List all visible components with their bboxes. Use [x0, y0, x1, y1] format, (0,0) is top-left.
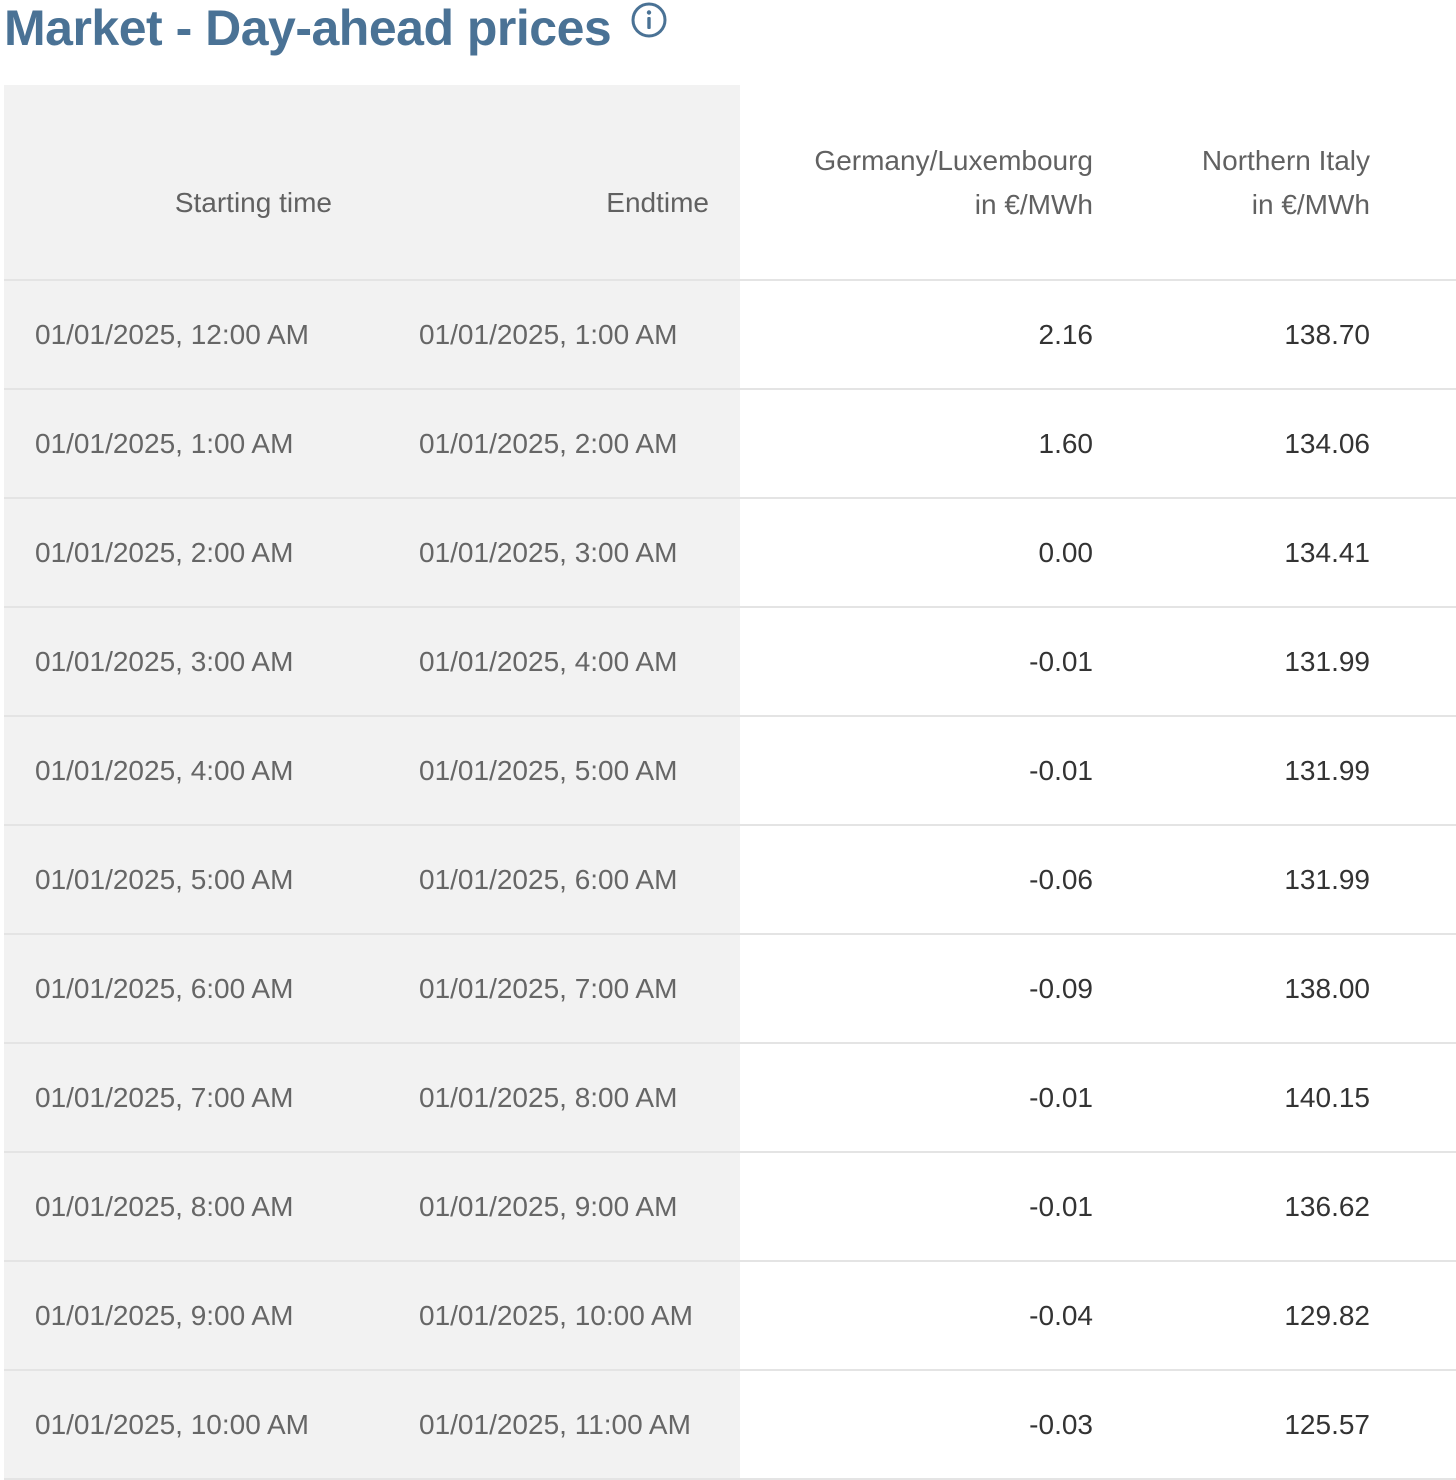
- table-row: 01/01/2025, 3:00 AM 01/01/2025, 4:00 AM …: [4, 607, 1456, 717]
- cell-germany-luxembourg-price: -0.06: [740, 825, 1093, 935]
- cell-northern-italy-price: 138.70: [1093, 280, 1370, 390]
- cell-endtime: 01/01/2025, 2:00 AM: [378, 389, 740, 499]
- cell-germany-luxembourg-price: -0.09: [740, 934, 1093, 1044]
- cell-endtime: 01/01/2025, 9:00 AM: [378, 1152, 740, 1262]
- cell-northern-italy-price: 131.99: [1093, 825, 1370, 935]
- cell-northern-italy-price: 134.41: [1093, 498, 1370, 608]
- cell-spacer: [1370, 716, 1456, 826]
- cell-spacer: [1370, 498, 1456, 608]
- table-row: 01/01/2025, 9:00 AM 01/01/2025, 10:00 AM…: [4, 1261, 1456, 1371]
- cell-germany-luxembourg-price: 0.00: [740, 498, 1093, 608]
- cell-starting-time: 01/01/2025, 12:00 AM: [4, 280, 378, 390]
- cell-northern-italy-price: 125.57: [1093, 1370, 1370, 1480]
- header-endtime-label: Endtime: [606, 187, 709, 218]
- cell-starting-time: 01/01/2025, 7:00 AM: [4, 1043, 378, 1153]
- table-row: 01/01/2025, 8:00 AM 01/01/2025, 9:00 AM …: [4, 1152, 1456, 1262]
- cell-northern-italy-price: 131.99: [1093, 607, 1370, 717]
- cell-germany-luxembourg-price: 1.60: [740, 389, 1093, 499]
- cell-germany-luxembourg-price: -0.01: [740, 1043, 1093, 1153]
- page-title: Market - Day-ahead prices: [4, 0, 612, 56]
- cell-endtime: 01/01/2025, 1:00 AM: [378, 280, 740, 390]
- cell-germany-luxembourg-price: 2.16: [740, 280, 1093, 390]
- header-germany-luxembourg[interactable]: Germany/Luxembourg in €/MWh: [740, 85, 1093, 281]
- header-de-lu-line1: Germany/Luxembourg: [814, 145, 1093, 176]
- cell-spacer: [1370, 1370, 1456, 1480]
- cell-starting-time: 01/01/2025, 6:00 AM: [4, 934, 378, 1044]
- header-starting-time-label: Starting time: [174, 187, 332, 218]
- cell-endtime: 01/01/2025, 8:00 AM: [378, 1043, 740, 1153]
- cell-spacer: [1370, 1261, 1456, 1371]
- cell-germany-luxembourg-price: -0.01: [740, 716, 1093, 826]
- cell-northern-italy-price: 131.99: [1093, 716, 1370, 826]
- cell-spacer: [1370, 607, 1456, 717]
- table-row: 01/01/2025, 2:00 AM 01/01/2025, 3:00 AM …: [4, 498, 1456, 608]
- header-it-north-line2: in €/MWh: [1251, 189, 1370, 220]
- cell-starting-time: 01/01/2025, 2:00 AM: [4, 498, 378, 608]
- cell-endtime: 01/01/2025, 10:00 AM: [378, 1261, 740, 1371]
- cell-northern-italy-price: 129.82: [1093, 1261, 1370, 1371]
- cell-spacer: [1370, 389, 1456, 499]
- table-row: 01/01/2025, 12:00 AM 01/01/2025, 1:00 AM…: [4, 280, 1456, 390]
- table-row: 01/01/2025, 7:00 AM 01/01/2025, 8:00 AM …: [4, 1043, 1456, 1153]
- cell-germany-luxembourg-price: -0.03: [740, 1370, 1093, 1480]
- info-circle-icon[interactable]: [631, 2, 667, 38]
- header-spacer: [1370, 85, 1456, 281]
- prices-table: Starting time Endtime Germany/Luxembourg…: [4, 85, 1456, 1480]
- header-endtime[interactable]: Endtime: [378, 85, 740, 281]
- cell-spacer: [1370, 825, 1456, 935]
- cell-northern-italy-price: 134.06: [1093, 389, 1370, 499]
- prices-table-container: Starting time Endtime Germany/Luxembourg…: [4, 85, 1456, 1480]
- cell-germany-luxembourg-price: -0.01: [740, 607, 1093, 717]
- header-de-lu-line2: in €/MWh: [974, 189, 1093, 220]
- cell-starting-time: 01/01/2025, 10:00 AM: [4, 1370, 378, 1480]
- cell-northern-italy-price: 136.62: [1093, 1152, 1370, 1262]
- table-row: 01/01/2025, 6:00 AM 01/01/2025, 7:00 AM …: [4, 934, 1456, 1044]
- cell-starting-time: 01/01/2025, 9:00 AM: [4, 1261, 378, 1371]
- cell-spacer: [1370, 1152, 1456, 1262]
- cell-germany-luxembourg-price: -0.01: [740, 1152, 1093, 1262]
- cell-starting-time: 01/01/2025, 1:00 AM: [4, 389, 378, 499]
- cell-starting-time: 01/01/2025, 5:00 AM: [4, 825, 378, 935]
- cell-germany-luxembourg-price: -0.04: [740, 1261, 1093, 1371]
- header-it-north-line1: Northern Italy: [1201, 145, 1370, 176]
- header-starting-time[interactable]: Starting time: [4, 85, 378, 281]
- cell-endtime: 01/01/2025, 5:00 AM: [378, 716, 740, 826]
- cell-endtime: 01/01/2025, 11:00 AM: [378, 1370, 740, 1480]
- cell-endtime: 01/01/2025, 6:00 AM: [378, 825, 740, 935]
- cell-northern-italy-price: 138.00: [1093, 934, 1370, 1044]
- page-header: Market - Day-ahead prices: [4, 0, 667, 56]
- cell-spacer: [1370, 934, 1456, 1044]
- cell-starting-time: 01/01/2025, 3:00 AM: [4, 607, 378, 717]
- table-header-row: Starting time Endtime Germany/Luxembourg…: [4, 85, 1456, 281]
- cell-endtime: 01/01/2025, 7:00 AM: [378, 934, 740, 1044]
- table-row: 01/01/2025, 4:00 AM 01/01/2025, 5:00 AM …: [4, 716, 1456, 826]
- table-row: 01/01/2025, 10:00 AM 01/01/2025, 11:00 A…: [4, 1370, 1456, 1480]
- cell-spacer: [1370, 1043, 1456, 1153]
- table-row: 01/01/2025, 5:00 AM 01/01/2025, 6:00 AM …: [4, 825, 1456, 935]
- header-northern-italy[interactable]: Northern Italy in €/MWh: [1093, 85, 1370, 281]
- table-row: 01/01/2025, 1:00 AM 01/01/2025, 2:00 AM …: [4, 389, 1456, 499]
- cell-starting-time: 01/01/2025, 8:00 AM: [4, 1152, 378, 1262]
- cell-northern-italy-price: 140.15: [1093, 1043, 1370, 1153]
- cell-spacer: [1370, 280, 1456, 390]
- cell-starting-time: 01/01/2025, 4:00 AM: [4, 716, 378, 826]
- cell-endtime: 01/01/2025, 3:00 AM: [378, 498, 740, 608]
- cell-endtime: 01/01/2025, 4:00 AM: [378, 607, 740, 717]
